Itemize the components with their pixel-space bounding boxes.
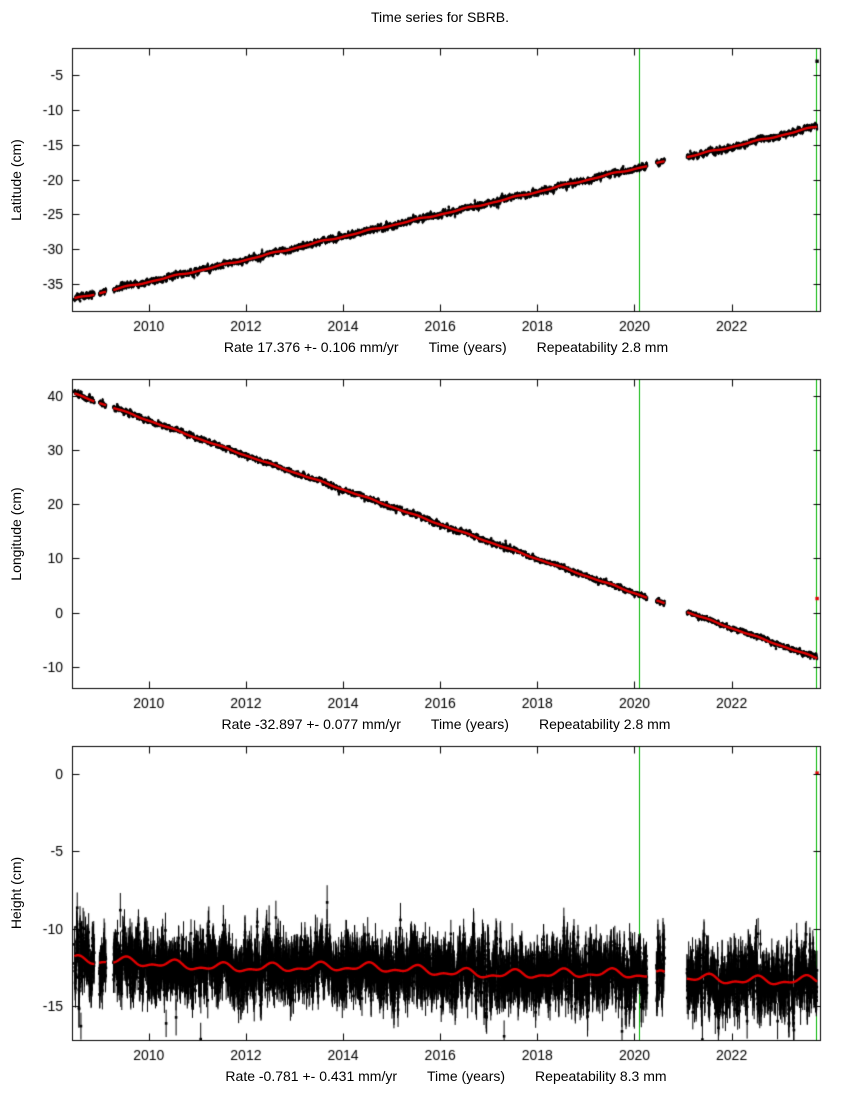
longitude-rate-text: Rate -32.897 +- 0.077 mm/yr [221,716,401,732]
latitude-repeatability-text: Repeatability 2.8 mm [536,339,669,355]
longitude-axis-label: Longitude (cm) [8,487,24,581]
longitude-caption: Rate -32.897 +- 0.077 mm/yr Time (years)… [222,716,671,732]
latitude-rate-text: Rate 17.376 +- 0.106 mm/yr [223,339,399,355]
longitude-time-axis-label: Time (years) [430,716,509,732]
longitude-repeatability-text: Repeatability 2.8 mm [538,716,671,732]
height-caption: Rate -0.781 +- 0.431 mm/yr Time (years) … [225,1068,666,1084]
latitude-caption: Rate 17.376 +- 0.106 mm/yr Time (years) … [224,339,668,355]
height-axis-label: Height (cm) [8,856,24,930]
height-repeatability-text: Repeatability 8.3 mm [535,1068,667,1084]
chart-title: Time series for SBRB. [371,9,509,25]
height-time-axis-label: Time (years) [427,1068,506,1084]
latitude-time-axis-label: Time (years) [428,339,507,355]
height-rate-text: Rate -0.781 +- 0.431 mm/yr [225,1068,398,1084]
latitude-axis-label: Latitude (cm) [8,139,24,221]
